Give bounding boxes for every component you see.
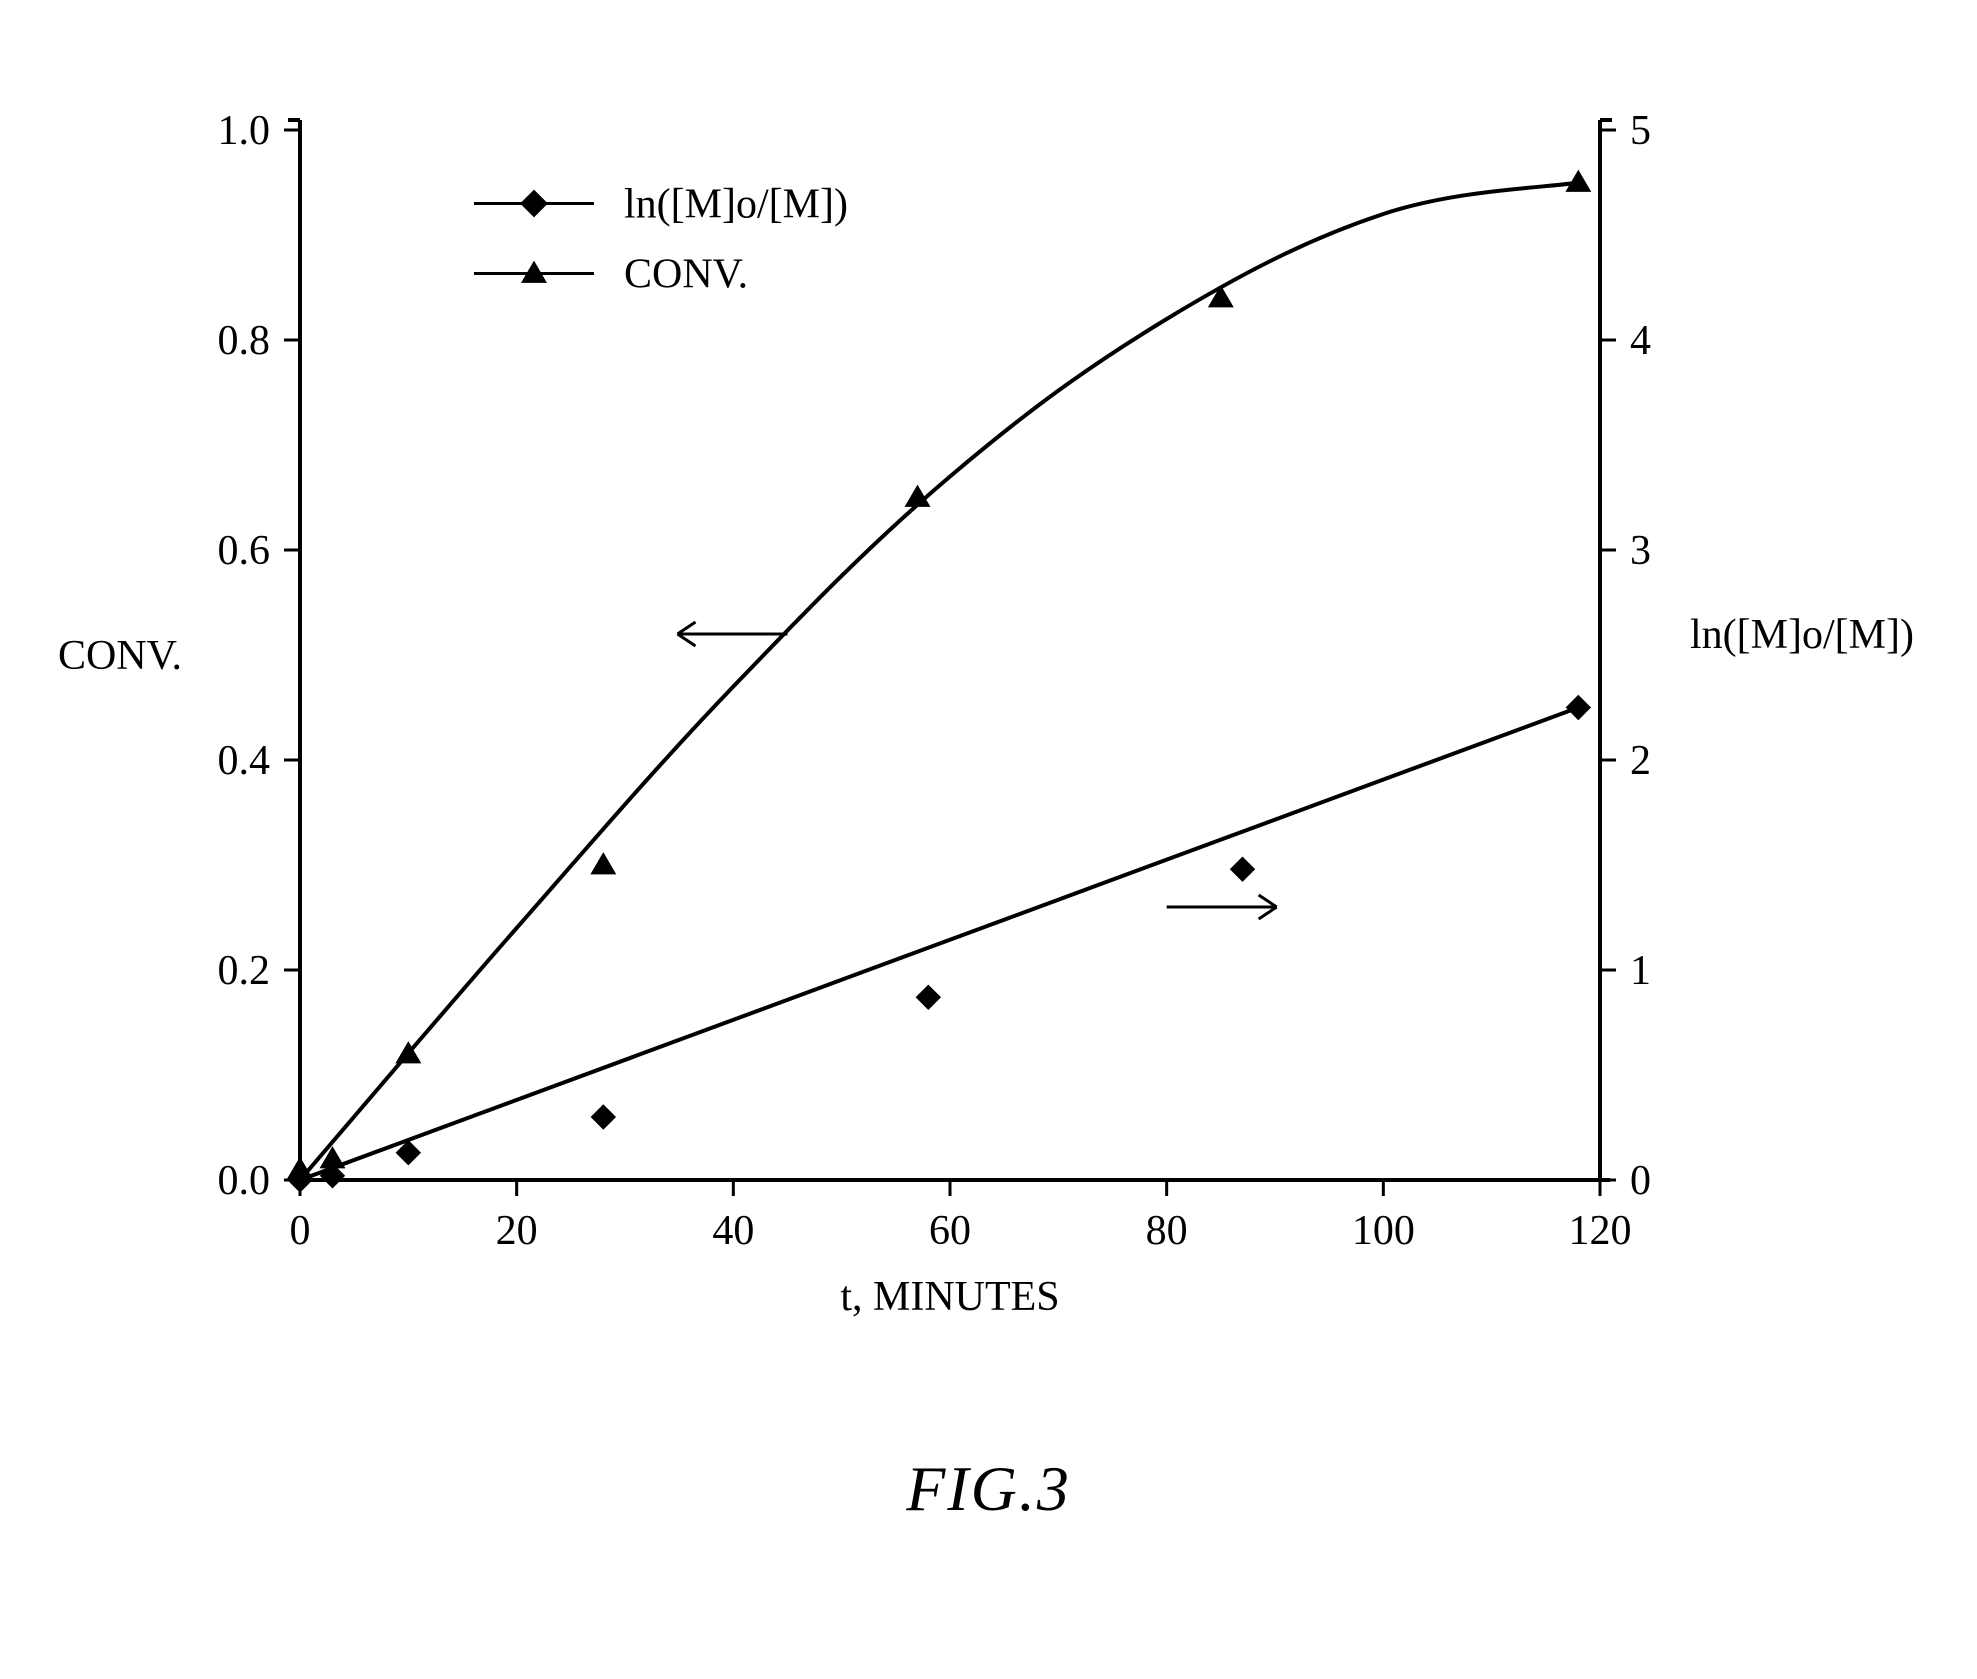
yleft-tick-label: 1.0 [218, 108, 271, 154]
yright-tick-label: 1 [1630, 948, 1651, 994]
yright-tick-label: 4 [1630, 318, 1651, 364]
x-tick-label: 100 [1352, 1208, 1415, 1254]
yleft-tick-label: 0.8 [218, 318, 271, 364]
x-tick-label: 80 [1146, 1208, 1188, 1254]
chart: 0 20 40 60 80 100 120 0.0 0.2 0.4 0.6 0.8 1.0 0 1 2 3 4 5 t… [0, 0, 1977, 1679]
x-tick-label: 20 [496, 1208, 538, 1254]
yleft-tick-label: 0.2 [218, 948, 271, 994]
x-axis-label: t, MINUTES [840, 1274, 1059, 1320]
x-tick-label: 0 [290, 1208, 311, 1254]
yleft-tick-label: 0.4 [218, 738, 271, 784]
yleft-tick-label: 0.0 [218, 1158, 271, 1204]
yright-tick-label: 3 [1630, 528, 1651, 574]
figure-caption: FIG.3 [905, 1453, 1071, 1524]
x-tick-label: 120 [1569, 1208, 1632, 1254]
legend-label: ln([M]o/[M]) [624, 182, 848, 228]
y-left-label: CONV. [58, 633, 182, 679]
x-tick-label: 60 [929, 1208, 971, 1254]
legend-label: CONV. [624, 252, 748, 298]
yright-tick-label: 5 [1630, 108, 1651, 154]
yleft-tick-label: 0.6 [218, 528, 271, 574]
figure-container: 0 20 40 60 80 100 120 0.0 0.2 0.4 0.6 0.8 1.0 0 1 2 3 4 5 t… [0, 0, 1977, 1679]
x-tick-label: 40 [712, 1208, 754, 1254]
yright-tick-label: 2 [1630, 738, 1651, 784]
y-right-label: ln([M]o/[M]) [1690, 612, 1914, 658]
yright-tick-label: 0 [1630, 1158, 1651, 1204]
